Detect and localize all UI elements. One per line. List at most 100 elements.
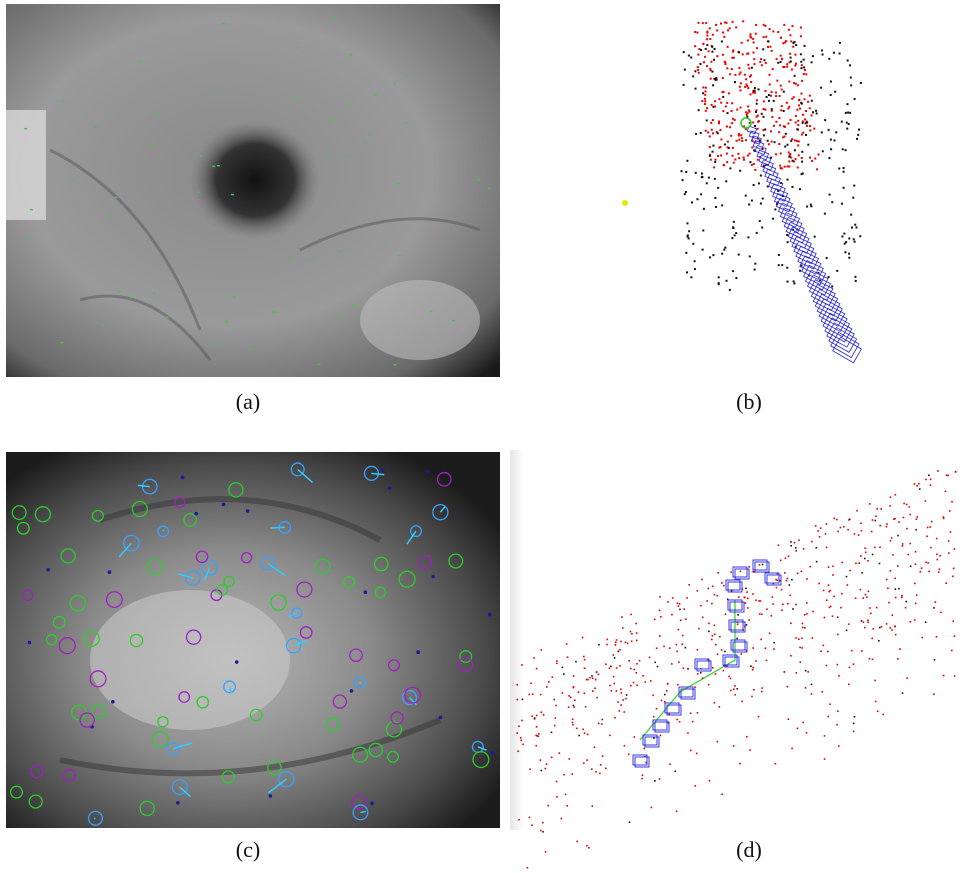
map-point — [753, 51, 755, 53]
camera — [755, 145, 766, 154]
map-point — [760, 175, 762, 177]
map-point — [803, 73, 805, 75]
map-point — [634, 736, 636, 738]
map-point — [799, 270, 801, 272]
map-point — [556, 781, 558, 783]
map-point — [768, 74, 770, 76]
map-point — [855, 226, 857, 228]
map-point — [717, 653, 719, 655]
map-point — [729, 167, 731, 169]
feature — [374, 94, 377, 96]
map-point — [709, 780, 711, 782]
map-point — [759, 564, 761, 566]
map-point — [679, 721, 681, 723]
map-point — [918, 483, 920, 485]
map-point — [654, 619, 656, 621]
map-point — [887, 587, 889, 589]
map-point — [584, 732, 586, 734]
map-point — [623, 711, 625, 713]
map-point — [708, 50, 710, 52]
map-point — [528, 694, 530, 696]
map-point — [749, 153, 751, 155]
map-point — [767, 46, 769, 48]
map-point — [805, 687, 807, 689]
map-point — [869, 607, 871, 609]
map-point — [729, 126, 731, 128]
map-point — [737, 614, 739, 616]
map-point — [743, 159, 745, 161]
map-point — [578, 735, 580, 737]
feature — [28, 641, 32, 645]
map-point — [704, 98, 706, 100]
map-point — [669, 647, 671, 649]
map-point — [756, 116, 758, 118]
map-point — [723, 585, 725, 587]
map-point — [760, 202, 762, 204]
feature — [216, 91, 219, 93]
map-point — [709, 146, 711, 148]
feature — [225, 321, 228, 323]
map-point — [747, 39, 749, 41]
map-point — [843, 233, 845, 235]
map-point — [763, 59, 765, 61]
map-point — [854, 224, 856, 226]
map-point — [713, 78, 715, 80]
map-point — [798, 539, 800, 541]
map-point — [753, 63, 755, 65]
map-point — [910, 565, 912, 567]
map-point — [630, 631, 632, 633]
map-point — [718, 122, 720, 124]
map-point — [518, 725, 520, 727]
track — [163, 530, 164, 532]
map-point — [898, 521, 900, 523]
map-point — [764, 90, 766, 92]
map-point — [744, 74, 746, 76]
map-point — [692, 75, 694, 77]
map-point — [547, 805, 549, 807]
map-point — [723, 36, 725, 38]
map-point — [696, 198, 698, 200]
map-point — [775, 763, 777, 765]
map-point — [766, 660, 768, 662]
map-point — [849, 518, 851, 520]
map-point — [717, 132, 719, 134]
map-point — [948, 540, 950, 542]
map-point — [853, 238, 855, 240]
map-point — [801, 647, 803, 649]
map-point — [606, 644, 608, 646]
map-point — [841, 593, 843, 595]
map-point — [772, 603, 774, 605]
map-point — [947, 475, 949, 477]
map-point — [705, 22, 707, 24]
map-point — [643, 748, 645, 750]
map-point — [798, 154, 800, 156]
map-point — [830, 139, 832, 141]
map-point — [840, 527, 842, 529]
map-point — [696, 753, 698, 755]
map-point — [771, 116, 773, 118]
map-point — [695, 172, 697, 174]
map-point — [795, 83, 797, 85]
map-point — [804, 614, 806, 616]
map-point — [570, 697, 572, 699]
map-point — [799, 661, 801, 663]
map-point — [799, 188, 801, 190]
feature — [249, 349, 252, 351]
map-point — [772, 30, 774, 32]
map-point — [864, 558, 866, 560]
map-point — [768, 94, 770, 96]
map-point — [802, 722, 804, 724]
feature — [27, 239, 30, 241]
map-point — [751, 164, 753, 166]
map-point — [620, 704, 622, 706]
map-point — [517, 750, 519, 752]
map-point — [698, 628, 700, 630]
map-point — [915, 563, 917, 565]
map-point — [651, 807, 653, 809]
map-point — [886, 579, 888, 581]
map-point — [741, 653, 743, 655]
map-point — [540, 759, 542, 761]
map-point — [847, 103, 849, 105]
map-point — [688, 230, 690, 232]
map-point — [811, 693, 813, 695]
